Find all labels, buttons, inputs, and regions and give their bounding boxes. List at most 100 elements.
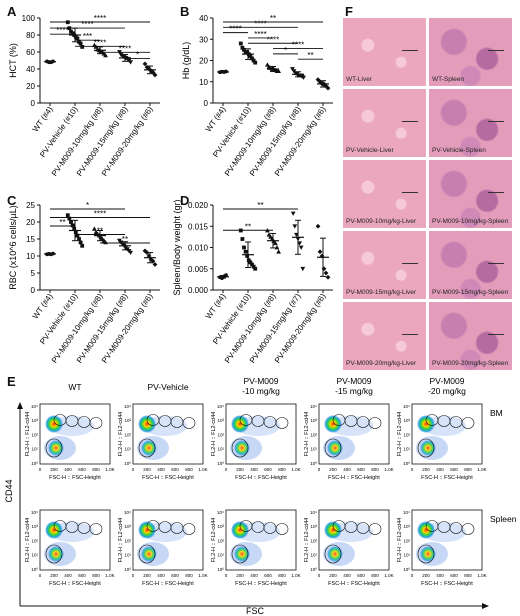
- data-point: [323, 83, 329, 89]
- flow-y-tick: 10⁰: [403, 461, 410, 466]
- flow-x-tick: 200: [143, 467, 151, 472]
- significance-label: *: [284, 46, 287, 55]
- scale-bar: [488, 334, 504, 335]
- flow-y-tick: 10³: [124, 418, 131, 423]
- flow-x-tick: 0: [39, 573, 42, 578]
- flow-x-tick: 0: [132, 467, 135, 472]
- spleen-histology-tile: PV-M009-20mg/kg-Spleen: [429, 302, 512, 370]
- flow-plot-ylabel: FL2-H :: FL2-cd44: [25, 518, 31, 563]
- flow-gate: [45, 438, 63, 458]
- flow-x-tick: 400: [343, 573, 351, 578]
- flow-x-tick: 600: [450, 467, 458, 472]
- data-point: [246, 258, 251, 263]
- data-point: [242, 47, 246, 52]
- scale-bar: [488, 50, 504, 51]
- flow-column-title: PV-Vehicle: [147, 382, 188, 392]
- x-tick-label: WT (#4): [31, 105, 55, 134]
- flow-x-tick: 800: [92, 573, 100, 578]
- flow-x-tick: 0: [411, 467, 414, 472]
- flow-plot-xlabel: FSC-H :: FSC-Height: [49, 581, 101, 587]
- flow-column-subtitle: -15 mg/kg: [335, 386, 373, 396]
- data-point: [128, 250, 133, 255]
- flow-y-arrowhead: [17, 402, 23, 409]
- flow-x-tick: 1.0K: [198, 573, 207, 578]
- data-point: [325, 85, 331, 91]
- flow-y-tick: 10²: [217, 432, 224, 437]
- flow-x-tick: 200: [236, 467, 244, 472]
- liver-histology-tile: PV-M009-10mg/kg-Liver: [343, 160, 426, 228]
- scale-bar: [402, 121, 418, 122]
- y-tick-label: 0: [31, 286, 36, 295]
- histology-label: PV-M009-15mg/kg-Liver: [346, 289, 417, 296]
- x-tick-label: PV-M009-20mg/kg (#6): [273, 105, 328, 178]
- flow-density-low: [141, 546, 157, 562]
- flow-x-tick: 0: [132, 573, 135, 578]
- flow-x-tick: 600: [78, 467, 86, 472]
- scale-bar: [402, 334, 418, 335]
- flow-x-tick: 200: [329, 573, 337, 578]
- flow-x-tick: 400: [64, 573, 72, 578]
- flow-x-tick: 1.0K: [477, 573, 486, 578]
- y-axis-label: HCT (%): [8, 43, 18, 78]
- flow-gate: [45, 544, 63, 564]
- significance-label: **: [122, 235, 128, 244]
- flow-y-tick: 10⁰: [310, 461, 317, 466]
- data-point: [75, 233, 80, 238]
- data-point: [250, 262, 254, 267]
- flow-y-tick: 10⁰: [124, 567, 131, 572]
- flow-gate: [275, 417, 289, 429]
- histology-label: PV-M009-15mg/kg-Spleen: [432, 289, 509, 296]
- data-point: [301, 75, 306, 80]
- data-point: [245, 254, 250, 258]
- flow-y-tick: 10³: [217, 418, 224, 423]
- data-point: [315, 77, 321, 83]
- x-tick-label: PV-M009-20mg/kg (#6): [100, 292, 155, 365]
- flow-y-tick: 10²: [310, 432, 317, 437]
- y-tick-label: 5: [31, 269, 36, 278]
- flow-plot-xlabel: FSC-H :: FSC-Height: [328, 581, 380, 587]
- y-tick-label: 30: [199, 35, 208, 44]
- significance-label: **: [97, 227, 103, 236]
- chart-d: 0.000 0.005 0.010 0.015 0.020 Spleen/Body wei…: [172, 199, 333, 365]
- flow-x-tick: 600: [171, 467, 179, 472]
- flow-x-tick: 600: [450, 573, 458, 578]
- data-point: [240, 45, 245, 50]
- flow-x-tick: 400: [64, 467, 72, 472]
- significance-label: ****: [229, 25, 241, 34]
- flow-x-tick: 800: [185, 467, 193, 472]
- histology-label: PV-M009-20mg/kg-Liver: [346, 360, 417, 367]
- flow-x-tick: 0: [225, 467, 228, 472]
- significance-label: **: [257, 201, 263, 210]
- flow-x-tick: 400: [436, 467, 444, 472]
- significance-label: ****: [94, 38, 106, 47]
- significance-label: ****: [254, 30, 266, 39]
- data-point: [77, 237, 81, 241]
- flow-plot-ylabel: FL2-H :: FL2-cd44: [211, 518, 217, 563]
- flow-x-axis-title: FSC: [246, 606, 265, 616]
- flow-x-tick: 1.0K: [105, 467, 114, 472]
- flow-y-tick: 10⁴: [310, 404, 317, 409]
- flow-column-title: PV-M009: [337, 376, 372, 386]
- flow-y-tick: 10³: [310, 524, 317, 529]
- flow-density-low: [234, 440, 250, 456]
- significance-label: **: [307, 51, 313, 60]
- data-point: [242, 245, 246, 250]
- scale-bar: [488, 121, 504, 122]
- histology-label: PV-Vehicle-Spleen: [432, 147, 486, 154]
- data-point: [152, 262, 158, 267]
- data-point: [243, 249, 248, 254]
- flow-column-title: PV-M009: [430, 376, 465, 386]
- x-tick-label: PV-M009-20mg/kg (#6): [273, 292, 328, 365]
- chart-c: 0 5 10 15 20 25 RBC (x10^6 cells/µL) WT (#4) PV-…: [8, 201, 160, 365]
- data-point: [321, 266, 327, 272]
- flow-y-tick: 10⁴: [217, 404, 224, 409]
- data-point: [78, 240, 83, 245]
- spleen-histology-tile: WT-Spleen: [429, 18, 512, 86]
- flow-y-tick: 10¹: [403, 553, 410, 558]
- flow-y-tick: 10³: [310, 418, 317, 423]
